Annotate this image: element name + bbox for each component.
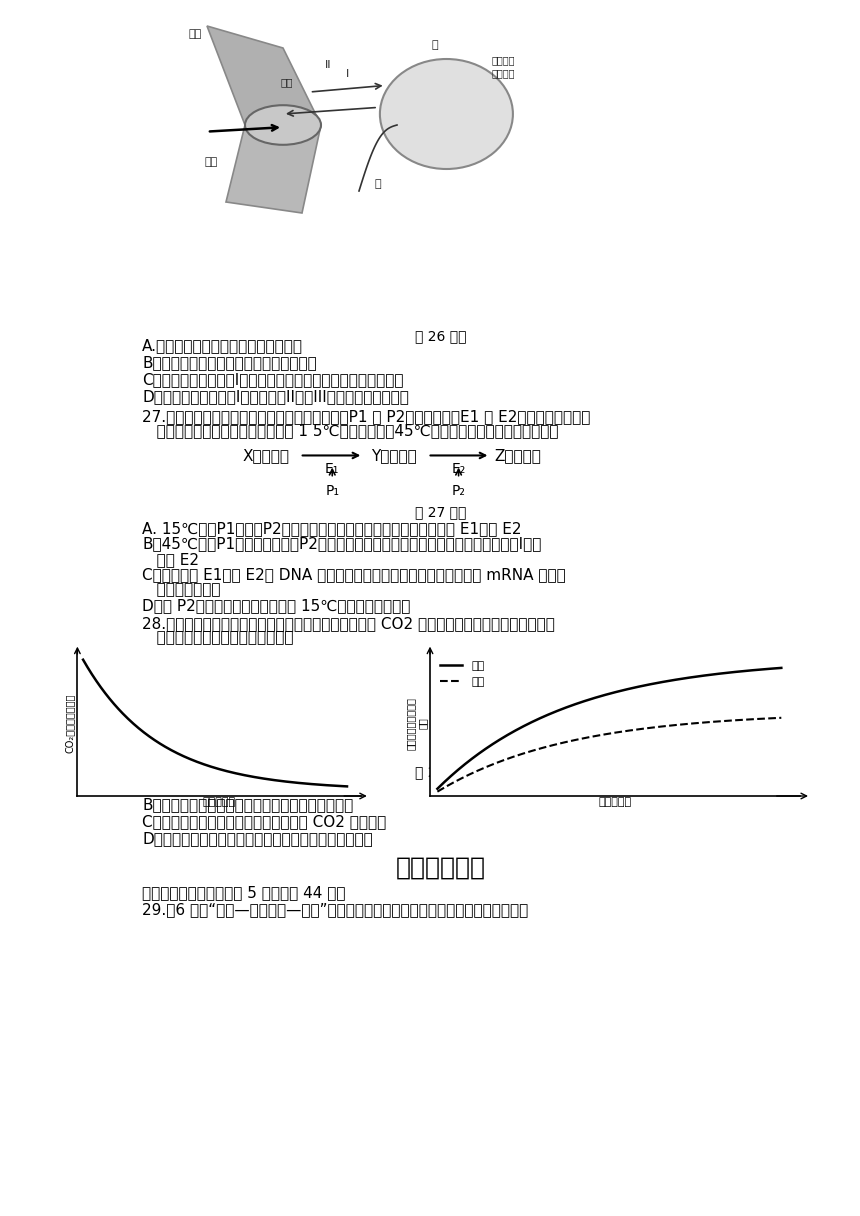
Text: C．若编码酶 E1和酶 E2的 DNA 片段的碱基排列顺序不同，则转录的两种 mRNA 中的碱: C．若编码酶 E1和酶 E2的 DNA 片段的碱基排列顺序不同，则转录的两种 m…	[143, 567, 566, 582]
蔗糖	[433, 783, 444, 798]
Text: 非选择题部分: 非选择题部分	[396, 856, 486, 880]
Text: C．若刺激神经元甲的I处会引起伸肌收缩，这种现象不属于反射: C．若刺激神经元甲的I处会引起伸肌收缩，这种现象不属于反射	[143, 372, 404, 388]
X-axis label: 疏果百分率: 疏果百分率	[599, 798, 631, 807]
Line: 蔗糖: 蔗糖	[438, 717, 781, 792]
蔗糖	[642, 721, 653, 736]
Text: 29.（6 分）“水稻—黑线姬鼠—黄鼬”是某农田生态系统中的一条主要食物链。请回答：: 29.（6 分）“水稻—黑线姬鼠—黄鼬”是某农田生态系统中的一条主要食物链。请回…	[143, 902, 529, 917]
Text: P₂: P₂	[452, 484, 465, 497]
Text: II: II	[325, 60, 332, 69]
Text: 28.【加试题】疏果（人为地去除一部分幼果）对某植物 CO2 同化速率及叶片蔗糖和淀粉积累的: 28.【加试题】疏果（人为地去除一部分幼果）对某植物 CO2 同化速率及叶片蔗糖…	[143, 617, 556, 631]
Text: 屈肌: 屈肌	[204, 157, 218, 167]
Text: 图所示。温度影响基因的表达，在 1 5℃时开紫色花，45℃时开红色花。下列叙述正确的是: 图所示。温度影响基因的表达，在 1 5℃时开紫色花，45℃时开红色花。下列叙述正…	[143, 423, 559, 438]
Text: I: I	[346, 68, 349, 79]
Text: A.神经元乙的活动可受大脑皮层的影响: A.神经元乙的活动可受大脑皮层的影响	[143, 338, 304, 354]
Text: P₁: P₁	[325, 484, 339, 497]
Text: A. 15℃时，P1基因、P2基因以各自的编码链为模板，分别表达出酶 E1和酶 E2: A. 15℃时，P1基因、P2基因以各自的编码链为模板，分别表达出酶 E1和酶 …	[143, 520, 522, 536]
淀粉	[744, 663, 754, 677]
Text: E₂: E₂	[452, 462, 466, 477]
Text: 的酶 E2: 的酶 E2	[143, 552, 200, 567]
Text: 第 26 题图: 第 26 题图	[415, 330, 466, 343]
Line: 淀粉: 淀粉	[438, 668, 781, 789]
Text: B．疏果百分率下降会导致叶片蔗糖和淀粉积累增加: B．疏果百分率下降会导致叶片蔗糖和淀粉积累增加	[143, 798, 353, 812]
Text: C．若将部分叶片遮光会提高非遮光叶片 CO2 同化速率: C．若将部分叶片遮光会提高非遮光叶片 CO2 同化速率	[143, 815, 387, 829]
Legend: 淀粉, 蔗糖: 淀粉, 蔗糖	[435, 657, 488, 691]
Ellipse shape	[245, 106, 321, 145]
淀粉	[637, 679, 648, 693]
淀粉	[642, 677, 653, 692]
蔗糖	[776, 710, 786, 725]
淀粉	[433, 782, 443, 796]
Text: B．抑制性中间神经元兴奋会引起屈肌收缩: B．抑制性中间神经元兴奋会引起屈肌收缩	[143, 355, 317, 371]
淀粉	[722, 665, 733, 680]
Text: 二、非选择题（本大题共 5 小题，共 44 分）: 二、非选择题（本大题共 5 小题，共 44 分）	[143, 885, 346, 900]
蔗糖	[744, 713, 754, 727]
Text: 第 27 题图: 第 27 题图	[415, 506, 466, 519]
淀粉	[776, 660, 786, 675]
Text: 伸肌: 伸肌	[189, 29, 202, 39]
Text: 27.【加试题】某植物品种花色形成受两个基因（P1 和 P2）编码的酶（E1 和 E2）控制，其过程如: 27.【加试题】某植物品种花色形成受两个基因（P1 和 P2）编码的酶（E1 和…	[143, 410, 591, 424]
蔗糖	[433, 784, 443, 799]
Text: 抑制性中: 抑制性中	[492, 56, 515, 66]
Text: 基比例一定不同: 基比例一定不同	[143, 582, 221, 597]
Text: 乙: 乙	[375, 179, 381, 188]
Y-axis label: （叶片干重百分率）
含量: （叶片干重百分率） 含量	[406, 697, 427, 750]
Text: 影响如图所示。下列叙述正确的是: 影响如图所示。下列叙述正确的是	[143, 630, 294, 646]
Text: X（白色）: X（白色）	[243, 447, 290, 463]
Text: D．若刺激神经元甲的I处，则可在II处和III处记录到膜电位变化: D．若刺激神经元甲的I处，则可在II处和III处记录到膜电位变化	[143, 389, 409, 404]
Text: 间神经元: 间神经元	[492, 68, 515, 79]
Text: Z（紫色）: Z（紫色）	[494, 447, 542, 463]
蔗糖	[636, 721, 646, 736]
淀粉	[433, 781, 444, 795]
Text: 第 28 题图: 第 28 题图	[415, 765, 466, 779]
蔗糖	[722, 714, 733, 728]
Text: 肌梭: 肌梭	[280, 78, 293, 88]
Polygon shape	[207, 26, 321, 125]
Text: A.疏果百分率越大，叶片光合作用速率越高: A.疏果百分率越大，叶片光合作用速率越高	[143, 781, 322, 795]
蔗糖	[637, 721, 648, 736]
Text: B．45℃时，P1基因表达正常，P2基因编码起始密码子的碱基发生突变而不能表达出I正常: B．45℃时，P1基因表达正常，P2基因编码起始密码子的碱基发生突变而不能表达出…	[143, 536, 542, 551]
Text: Y（红色）: Y（红色）	[372, 447, 417, 463]
Text: E₁: E₁	[325, 462, 340, 477]
Text: D．叶片合成的蔗糖和淀粉积累在叶肉细胞的细胞溶胶中: D．叶片合成的蔗糖和淀粉积累在叶肉细胞的细胞溶胶中	[143, 832, 373, 846]
Text: 甲: 甲	[432, 40, 439, 50]
Y-axis label: CO₂同化速率相对值: CO₂同化速率相对值	[64, 694, 75, 753]
Polygon shape	[226, 125, 321, 213]
Text: D．若 P2基因发生突变，该植物在 15℃时仍可能开紫色花: D．若 P2基因发生突变，该植物在 15℃时仍可能开紫色花	[143, 598, 411, 613]
X-axis label: 疏果百分率: 疏果百分率	[203, 798, 236, 807]
淀粉	[636, 679, 646, 693]
Ellipse shape	[380, 60, 513, 169]
